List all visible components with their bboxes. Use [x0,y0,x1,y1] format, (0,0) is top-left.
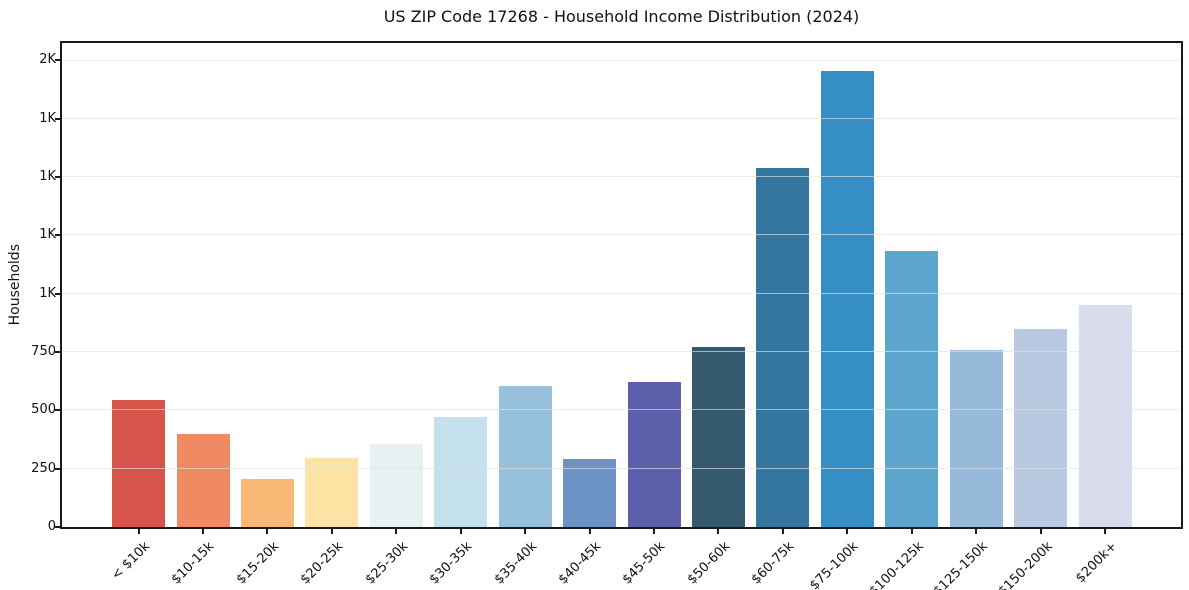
y-tick-label: 2K [39,52,56,68]
y-tick-label: 250 [31,460,56,476]
bar-45-50k [627,382,681,527]
y-tick-mark [55,526,60,528]
bar-35-40k [498,385,552,527]
x-tick-label: $40-45k [555,539,605,588]
y-tick-label: 1K [39,285,56,301]
y-tick-label: 1K [39,169,56,185]
gridline [62,59,1181,61]
x-tick-mark [330,529,333,534]
plot-area [60,41,1183,529]
bar-200k [1078,304,1132,527]
x-tick-mark [781,529,784,534]
bar-100-125k [885,250,939,527]
x-tick-label: $20-25k [298,539,347,588]
x-tick-mark [1104,529,1107,534]
y-tick-label: 750 [31,344,56,360]
y-tick-label: 0 [47,519,56,534]
bar-60-75k [756,167,810,527]
gridline [62,117,1181,119]
y-tick-mark [55,234,60,237]
chart-title: US ZIP Code 17268 - Household Income Dis… [383,7,860,26]
x-tick-mark [717,529,720,534]
y-tick-mark [55,292,60,295]
x-tick-mark [975,529,978,534]
x-tick-label: $60-75k [749,539,798,588]
x-tick-mark [202,529,205,534]
x-tick-mark [137,529,140,534]
x-tick-label: $35-40k [491,539,540,588]
x-tick-label: $15-20k [233,539,283,588]
y-tick-mark [55,176,60,179]
bar-75-100k [820,70,874,527]
y-tick-mark [55,351,60,354]
bar-40-45k [563,459,617,527]
y-tick-mark [55,117,60,120]
x-tick-label: $30-35k [426,539,476,588]
y-tick-label: 1K [39,110,56,126]
x-tick-label: $150-200k [995,539,1056,590]
gridline [62,467,1181,469]
x-tick-mark [459,529,462,534]
bar-20-25k [305,457,359,527]
bar-10-15k [176,433,230,527]
x-tick-label: $45-50k [620,539,669,588]
x-tick-label: $100-125k [866,539,927,590]
x-tick-mark [395,529,398,534]
bar-125-150k [949,350,1003,527]
y-tick-label: 1K [39,227,56,243]
x-tick-label: $25-30k [362,539,411,588]
y-axis-ticks: 0 250 500 750 1K 1K 1K 1K 2K [0,43,60,534]
x-tick-label: $75-100k [807,539,862,590]
gridline [62,351,1181,353]
gridline [62,409,1181,411]
x-tick-label: < $10k [109,539,154,584]
y-tick-mark [55,409,60,412]
x-tick-label: $125-150k [930,539,991,590]
gridline [62,176,1181,178]
y-tick-mark [55,467,60,470]
x-tick-label: $10-15k [169,539,218,588]
bar-15-20k [240,479,294,527]
y-tick-mark [55,59,60,62]
x-tick-mark [588,529,591,534]
y-tick-label: 500 [31,402,56,418]
gridline [62,292,1181,294]
x-tick-mark [910,529,913,534]
gridline [62,234,1181,236]
bar-150-200k [1014,328,1068,527]
x-tick-mark [653,529,656,534]
x-tick-label: $50-60k [684,539,734,588]
bar-25-30k [369,444,423,527]
x-tick-mark [524,529,527,534]
x-tick-label: $200k+ [1072,539,1120,587]
x-tick-mark [846,529,849,534]
x-axis-ticks: < $10k $10-15k $15-20k $20-25k $25-30k $30-35… [62,527,1181,590]
x-tick-mark [266,529,269,534]
x-tick-mark [1039,529,1042,534]
bar-50-60k [691,347,745,527]
bar-10k [112,399,166,527]
bar-30-35k [434,416,488,527]
